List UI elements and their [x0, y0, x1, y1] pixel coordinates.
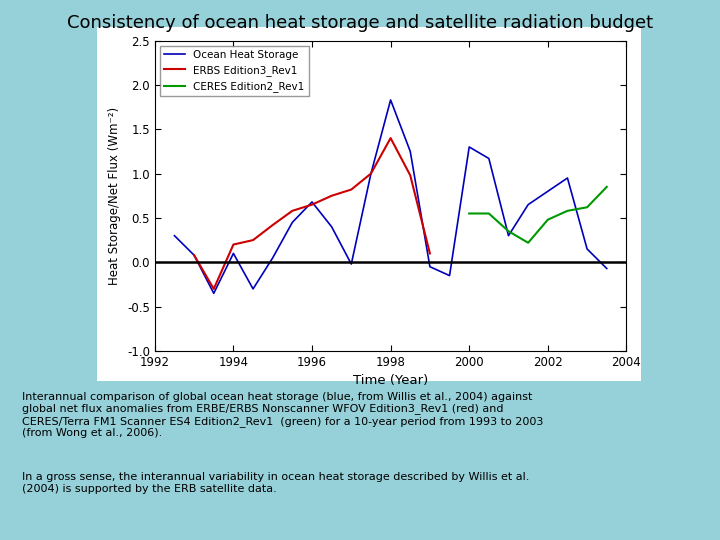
- CERES Edition2_Rev1: [485, 210, 493, 217]
- ERBS Edition3_Rev1: [248, 237, 257, 244]
- CERES Edition2_Rev1: [524, 240, 533, 246]
- Ocean Heat Storage: [269, 255, 277, 261]
- Ocean Heat Storage: [544, 188, 552, 194]
- Legend: Ocean Heat Storage, ERBS Edition3_Rev1, CERES Edition2_Rev1: Ocean Heat Storage, ERBS Edition3_Rev1, …: [160, 46, 309, 96]
- ERBS Edition3_Rev1: [406, 172, 415, 179]
- ERBS Edition3_Rev1: [307, 201, 316, 208]
- Line: CERES Edition2_Rev1: CERES Edition2_Rev1: [469, 187, 607, 243]
- Ocean Heat Storage: [210, 290, 218, 296]
- ERBS Edition3_Rev1: [347, 186, 356, 193]
- Ocean Heat Storage: [504, 232, 513, 239]
- ERBS Edition3_Rev1: [288, 207, 297, 214]
- Ocean Heat Storage: [603, 265, 611, 272]
- Text: In a gross sense, the interannual variability in ocean heat storage described by: In a gross sense, the interannual variab…: [22, 472, 529, 494]
- CERES Edition2_Rev1: [465, 210, 474, 217]
- ERBS Edition3_Rev1: [328, 193, 336, 199]
- Ocean Heat Storage: [328, 224, 336, 230]
- Ocean Heat Storage: [248, 286, 257, 292]
- Ocean Heat Storage: [366, 170, 375, 177]
- ERBS Edition3_Rev1: [426, 250, 434, 256]
- Line: Ocean Heat Storage: Ocean Heat Storage: [174, 100, 607, 293]
- ERBS Edition3_Rev1: [229, 241, 238, 248]
- Ocean Heat Storage: [406, 148, 415, 154]
- Ocean Heat Storage: [170, 232, 179, 239]
- Y-axis label: Heat Storage/Net Flux (Wm⁻²): Heat Storage/Net Flux (Wm⁻²): [109, 107, 122, 285]
- ERBS Edition3_Rev1: [366, 170, 375, 177]
- CERES Edition2_Rev1: [563, 207, 572, 214]
- CERES Edition2_Rev1: [603, 184, 611, 190]
- Ocean Heat Storage: [229, 250, 238, 256]
- Ocean Heat Storage: [485, 156, 493, 162]
- Ocean Heat Storage: [582, 246, 591, 252]
- Ocean Heat Storage: [190, 252, 199, 259]
- CERES Edition2_Rev1: [504, 228, 513, 234]
- Ocean Heat Storage: [445, 272, 454, 279]
- ERBS Edition3_Rev1: [269, 222, 277, 228]
- Text: Interannual comparison of global ocean heat storage (blue, from Willis et al., 2: Interannual comparison of global ocean h…: [22, 392, 543, 438]
- Ocean Heat Storage: [426, 264, 434, 270]
- Ocean Heat Storage: [465, 144, 474, 150]
- X-axis label: Time (Year): Time (Year): [353, 374, 428, 387]
- Ocean Heat Storage: [307, 199, 316, 205]
- Ocean Heat Storage: [288, 219, 297, 226]
- Ocean Heat Storage: [387, 97, 395, 103]
- ERBS Edition3_Rev1: [387, 135, 395, 141]
- Text: Consistency of ocean heat storage and satellite radiation budget: Consistency of ocean heat storage and sa…: [67, 14, 653, 31]
- CERES Edition2_Rev1: [544, 217, 552, 223]
- ERBS Edition3_Rev1: [210, 286, 218, 292]
- CERES Edition2_Rev1: [582, 204, 591, 211]
- Ocean Heat Storage: [524, 201, 533, 208]
- Ocean Heat Storage: [563, 175, 572, 181]
- Line: ERBS Edition3_Rev1: ERBS Edition3_Rev1: [194, 138, 430, 289]
- Ocean Heat Storage: [347, 261, 356, 267]
- ERBS Edition3_Rev1: [190, 252, 199, 259]
